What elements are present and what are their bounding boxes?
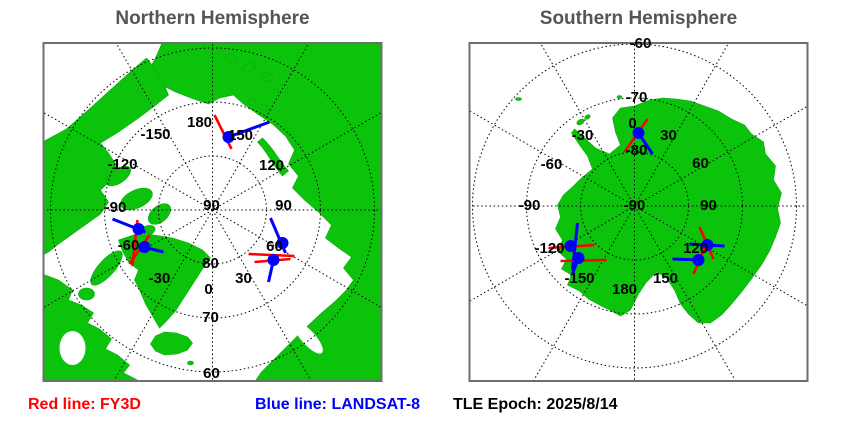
- longitude-label: -60: [118, 237, 140, 254]
- fy3d-track-line: [213, 114, 233, 150]
- satellite-dot: [564, 240, 577, 252]
- longitude-label: -150: [564, 270, 594, 287]
- north-land-group: [42, 42, 383, 382]
- satellite-dot: [222, 131, 235, 143]
- land-alaska-canada: [42, 57, 169, 256]
- latitude-label: 60: [203, 365, 220, 382]
- longitude-label: -30: [149, 270, 171, 287]
- longitude-label: 0: [628, 115, 636, 132]
- north-map: 90 80 70 60 180 -150 150 -120 120 -90 90 -60 60 -30 30…: [42, 42, 383, 382]
- satellite-dot: [632, 127, 645, 139]
- longitude-label: -60: [541, 156, 563, 173]
- south-labels: -90 -80 -70 -60 0 -30 30 -60 60 -90 90 -120 120 -150 1…: [519, 35, 717, 298]
- land-novaya-zemlya: [257, 137, 289, 177]
- longitude-label: 90: [275, 197, 292, 214]
- north-graticule: [42, 42, 383, 382]
- latitude-label: -60: [630, 35, 652, 52]
- latitude-circle-60: [50, 47, 375, 373]
- longitude-label: 120: [259, 157, 284, 174]
- satellite-dot: [692, 254, 705, 266]
- longitude-label: 30: [660, 127, 677, 144]
- longitude-label: 180: [612, 281, 637, 298]
- longitude-label: 60: [692, 155, 709, 172]
- longitude-label: 30: [235, 270, 252, 287]
- longitude-label: 120: [683, 240, 708, 257]
- longitude-label: 0: [204, 281, 212, 298]
- south-map-title: Southern Hemisphere: [539, 8, 738, 29]
- latitude-label: -70: [626, 89, 648, 106]
- satellite-marker: [213, 114, 271, 150]
- satellite-marker: [623, 118, 654, 155]
- legend-red-line: Red line: FY3D: [28, 396, 141, 413]
- north-map-title: Northern Hemisphere: [115, 8, 310, 29]
- gulf-of-bothnia: [294, 322, 323, 354]
- longitude-label: 150: [653, 270, 678, 287]
- longitude-label: 60: [266, 238, 283, 255]
- latitude-label: 90: [203, 197, 220, 214]
- latitude-label: 80: [202, 255, 219, 272]
- north-markers: [111, 114, 295, 283]
- south-map: -90 -80 -70 -60 0 -30 30 -60 60 -90 90 -120 120 -150 1…: [468, 35, 809, 382]
- arctic-islands: [78, 53, 288, 366]
- satellite-dot: [132, 223, 145, 235]
- longitude-label: -150: [140, 126, 170, 143]
- satellite-dot: [276, 237, 289, 249]
- longitude-label: -120: [107, 156, 137, 173]
- south-markers: [548, 118, 725, 275]
- legend-blue-line: Blue line: LANDSAT-8: [255, 396, 421, 413]
- south-land-group: [468, 42, 809, 382]
- landsat8-track-line: [227, 120, 271, 139]
- north-hemisphere-svg: 90 80 70 60 180 -150 150 -120 120 -90 90 -60 60 -30 30…: [42, 42, 383, 382]
- legend-tle-epoch: TLE Epoch: 2025/8/14: [453, 396, 618, 413]
- white-sea: [333, 250, 346, 260]
- north-frame: [42, 42, 383, 382]
- land-iceland: [150, 331, 193, 356]
- longitude-label: -90: [519, 197, 541, 214]
- longitude-label: -120: [534, 240, 564, 257]
- longitude-label: -30: [572, 127, 594, 144]
- satellite-marker: [548, 222, 595, 271]
- satellite-marker: [560, 252, 607, 275]
- satellite-marker: [128, 234, 164, 265]
- latitude-label: -90: [624, 197, 646, 214]
- satellite-dot: [572, 252, 585, 264]
- hudson-bay: [59, 331, 86, 365]
- latitude-label: -80: [626, 142, 648, 159]
- south-frame: [468, 42, 809, 382]
- satellite-marker: [254, 254, 291, 283]
- south-hemisphere-svg: -90 -80 -70 -60 0 -30 30 -60 60 -90 90 -120 120 -150 1…: [468, 35, 809, 382]
- satellite-dot: [138, 241, 151, 253]
- satellite-marker: [689, 226, 725, 260]
- land-antarctica: [555, 97, 782, 324]
- north-labels: 90 80 70 60 180 -150 150 -120 120 -90 90 -60 60 -30 30…: [105, 114, 292, 382]
- satellite-dot: [267, 254, 280, 266]
- land-eurasia: [146, 42, 383, 382]
- satellite-marker: [672, 247, 706, 275]
- antarctic-islets: [515, 95, 623, 126]
- longitude-label: 90: [700, 197, 717, 214]
- longitude-label: 180: [187, 114, 212, 131]
- longitude-label: -90: [105, 199, 127, 216]
- latitude-label: 70: [202, 309, 219, 326]
- longitude-label: 150: [228, 127, 253, 144]
